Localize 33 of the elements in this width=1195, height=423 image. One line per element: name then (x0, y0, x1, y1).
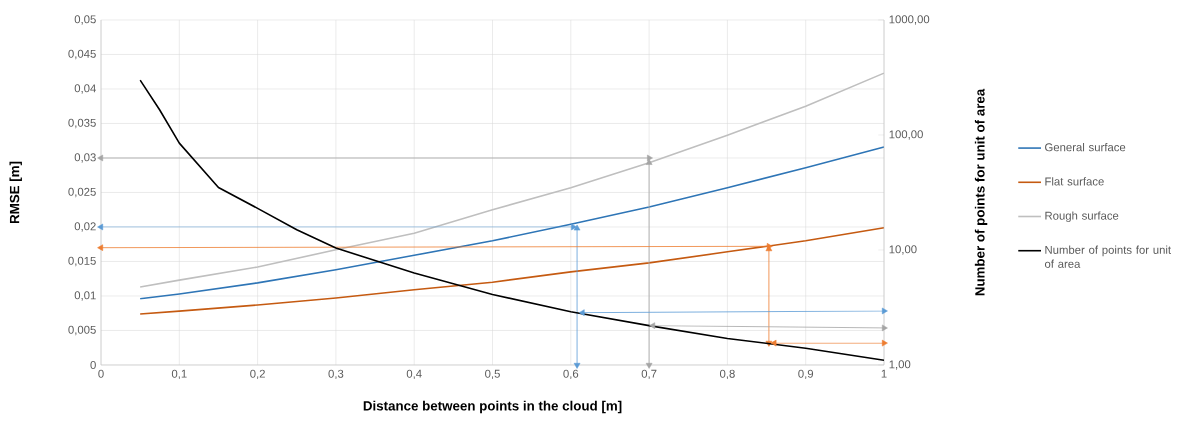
y-tick-label: 0,025 (68, 187, 96, 198)
y2-tick-label: 100,00 (889, 130, 923, 140)
x-tick-label: 0,1 (171, 369, 187, 380)
x-tick-label: 0,4 (406, 369, 422, 380)
y-tick-label: 0,015 (68, 256, 96, 267)
x-tick-label: 0,3 (328, 369, 344, 380)
y-axis-title: RMSE [m] (9, 161, 22, 224)
x-tick-label: 0,9 (798, 369, 814, 380)
legend-label: Rough surface (1045, 211, 1119, 222)
y-tick-label: 0,03 (74, 153, 96, 163)
y-tick-label: 0,035 (68, 118, 96, 129)
y-tick-label: 0,05 (74, 15, 96, 25)
y-tick-label: 0,01 (74, 291, 96, 301)
y-tick-label: 0,005 (68, 325, 96, 336)
y2-tick-label: 10,00 (889, 245, 917, 255)
y-tick-label: 0,02 (74, 222, 96, 232)
x-tick-label: 0,2 (250, 369, 265, 380)
x-tick-label: 0 (98, 369, 104, 378)
x-tick-label: 0,6 (563, 369, 579, 380)
legend-label: Number of points for unit of area (1044, 245, 1171, 268)
x-tick-label: 0,5 (485, 369, 500, 380)
y2-tick-label: 1000,00 (889, 15, 930, 25)
y2-tick-label: 1,00 (889, 360, 911, 370)
legend-label: Flat surface (1045, 177, 1104, 186)
legend-label: General surface (1045, 142, 1126, 152)
x-tick-label: 1 (881, 369, 887, 378)
y-tick-label: 0 (90, 360, 96, 369)
x-axis-title: Distance between points in the cloud [m] (363, 400, 622, 414)
y2-axis-title: Number of points for unit of area (974, 88, 988, 296)
y-tick-label: 0,045 (68, 49, 96, 60)
y-tick-label: 0,04 (74, 84, 96, 94)
x-tick-label: 0,7 (641, 369, 657, 380)
x-tick-label: 0,8 (719, 369, 735, 380)
